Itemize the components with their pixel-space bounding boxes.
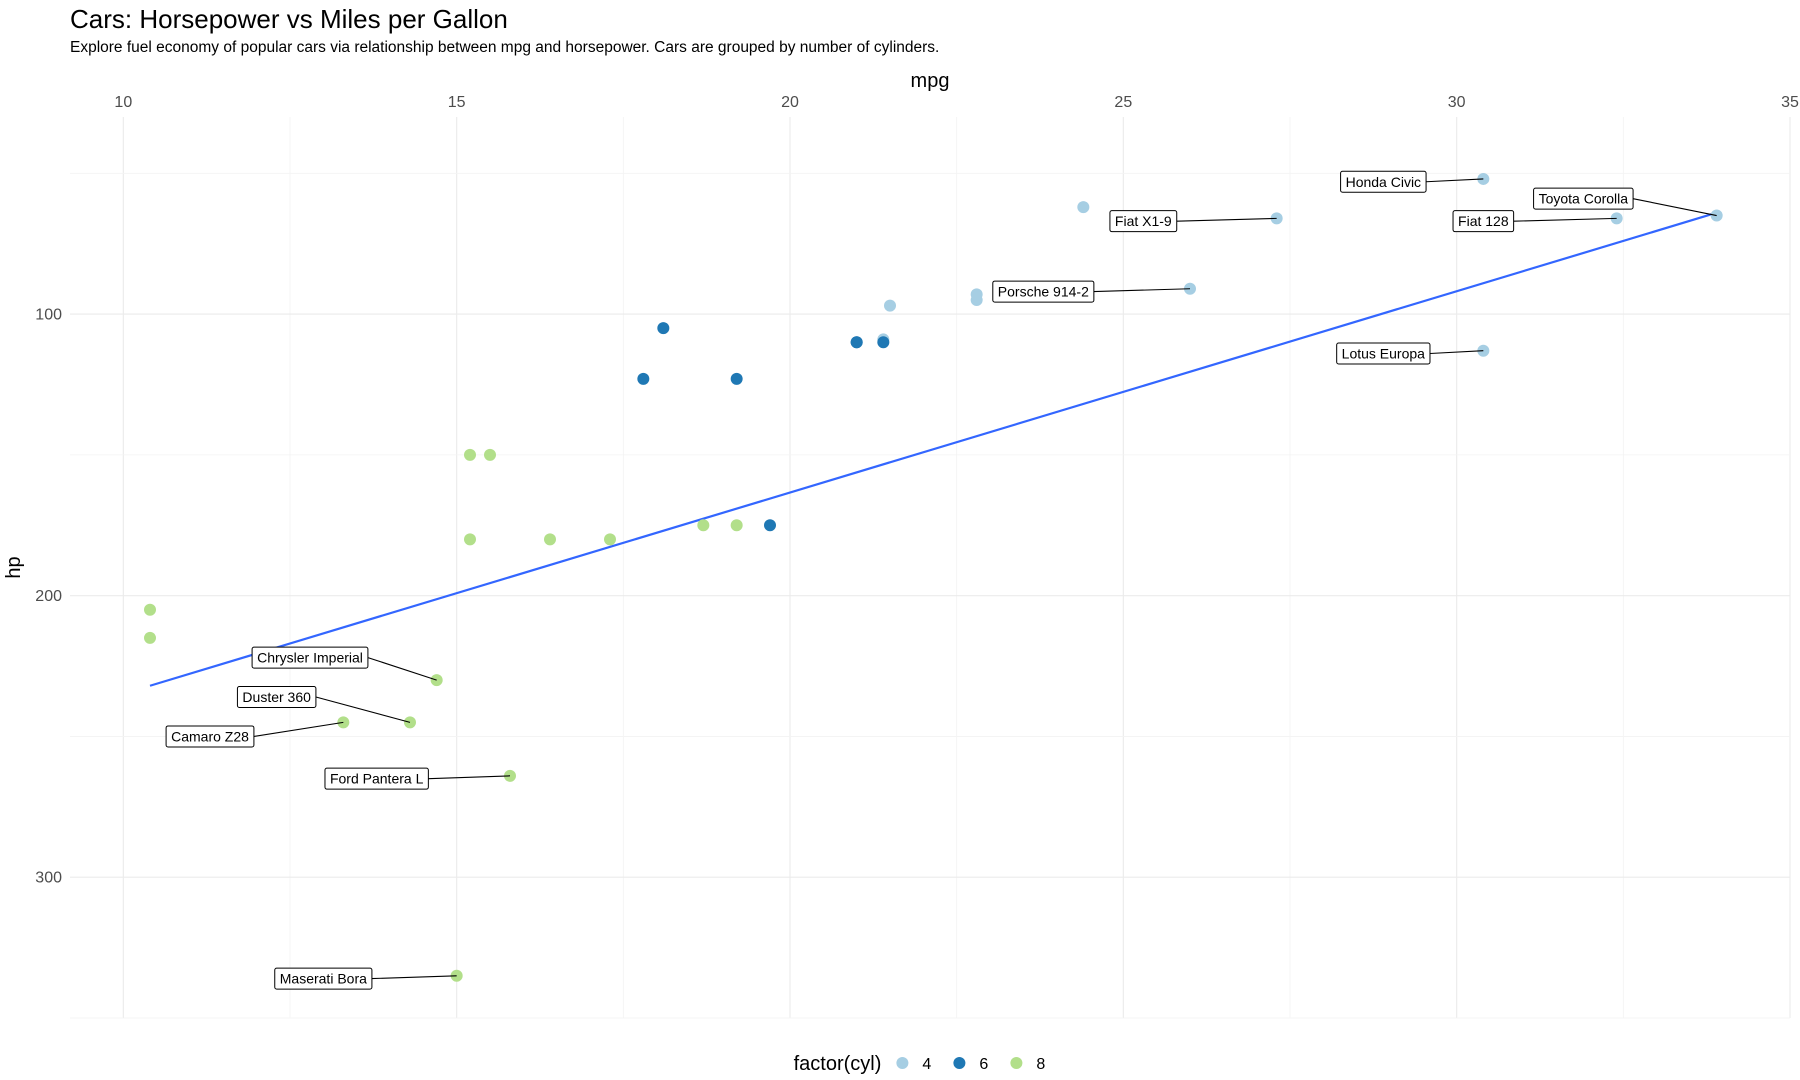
point-annotation: Camaro Z28	[165, 721, 344, 748]
annotation-leader-line	[1426, 178, 1484, 183]
data-point-cyl-6	[877, 336, 890, 349]
point-layer	[144, 172, 1723, 982]
legend: factor(cyl) 4 6 8	[794, 1053, 1046, 1075]
legend-title: factor(cyl)	[794, 1053, 882, 1075]
annotation-label: Toyota Corolla	[1539, 191, 1629, 207]
data-point-cyl-8	[604, 533, 616, 546]
annotation-leader-line	[1093, 288, 1191, 293]
chart-subtitle: Explore fuel economy of popular cars via…	[70, 39, 940, 56]
annotation-box	[1336, 342, 1431, 365]
annotation-label: Duster 360	[242, 689, 311, 705]
annotation-label: Maserati Bora	[280, 971, 367, 987]
annotation-box	[251, 646, 369, 669]
data-point-cyl-8	[464, 533, 476, 546]
annotation-box	[1533, 187, 1634, 210]
legend-label-cyl-6: 6	[979, 1056, 988, 1073]
annotation-label: Camaro Z28	[171, 728, 249, 744]
annotation-box	[1340, 170, 1427, 193]
data-point-cyl-8	[484, 448, 496, 461]
annotation-label: Lotus Europa	[1342, 346, 1425, 362]
chart-title: Cars: Horsepower vs Miles per Gallon	[70, 4, 508, 34]
point-annotation: Fiat 128	[1452, 210, 1617, 233]
x-tick-label: 10	[114, 94, 132, 111]
annotation-label: Fiat 128	[1458, 213, 1509, 229]
annotation-leader-line	[428, 775, 511, 780]
point-annotation: Fiat X1-9	[1109, 210, 1277, 233]
annotation-label: Honda Civic	[1346, 174, 1421, 190]
legend-label-cyl-4: 4	[922, 1056, 931, 1073]
trend-layer	[149, 211, 1717, 687]
point-annotation: Chrysler Imperial	[251, 646, 437, 681]
point-annotation: Toyota Corolla	[1533, 187, 1717, 217]
x-tick-label: 20	[781, 94, 799, 111]
annotation-label: Chrysler Imperial	[257, 650, 363, 666]
x-tick-label: 25	[1114, 94, 1132, 111]
x-tick-label: 15	[448, 94, 466, 111]
data-point-cyl-6	[730, 372, 743, 385]
data-point-cyl-6	[637, 372, 650, 385]
data-point-cyl-8	[544, 533, 556, 546]
legend-swatch-cyl-4	[896, 1057, 909, 1069]
legend-label-cyl-8: 8	[1036, 1056, 1045, 1073]
x-tick-label: 35	[1781, 94, 1799, 111]
annotation-leader-line	[253, 721, 344, 737]
data-point-cyl-8	[144, 603, 156, 616]
annotation-label: Porsche 914-2	[998, 284, 1089, 300]
y-axis-title: hp	[3, 556, 25, 578]
annotation-box	[165, 725, 255, 748]
legend-swatch-cyl-8	[1010, 1057, 1023, 1069]
data-point-cyl-8	[697, 519, 710, 532]
annotation-box	[274, 967, 373, 990]
annotation-label: Fiat X1-9	[1115, 213, 1172, 229]
annotation-leader-line	[1176, 217, 1277, 222]
x-tick-label: 30	[1448, 94, 1466, 111]
legend-swatch-cyl-6	[953, 1057, 966, 1069]
annotation-box	[1452, 210, 1515, 233]
data-point-cyl-6	[850, 336, 863, 349]
annotation-leader-line	[1429, 350, 1484, 355]
annotation-leader-line	[315, 696, 411, 723]
annotation-leader-line	[367, 657, 437, 681]
data-point-cyl-4	[970, 294, 983, 307]
point-annotation: Ford Pantera L	[324, 767, 511, 790]
grid-layer	[70, 117, 1791, 1019]
data-point-cyl-8	[730, 519, 743, 532]
annotation-leader-line	[1632, 198, 1717, 217]
x-axis-title: mpg	[911, 70, 950, 92]
data-point-cyl-4	[1077, 201, 1090, 214]
y-tick-label: 200	[35, 588, 62, 605]
annotation-leader-line	[1513, 217, 1617, 222]
annotation-box	[324, 767, 429, 790]
data-point-cyl-4	[884, 299, 896, 312]
data-point-cyl-8	[464, 448, 476, 461]
y-tick-label: 300	[35, 870, 62, 887]
annotation-layer: Honda Civic Toyota Corolla Fiat X1-9 Fiat 1…	[165, 170, 1717, 990]
annotation-label: Ford Pantera L	[330, 771, 424, 787]
axis-layer: mpg hp 10 15 20 25 30 35 100 200 300	[3, 70, 1799, 887]
point-annotation: Duster 360	[236, 686, 411, 723]
annotation-box	[992, 280, 1095, 303]
annotation-box	[236, 686, 317, 709]
y-tick-label: 100	[35, 307, 62, 324]
annotation-box	[1109, 210, 1178, 233]
annotation-leader-line	[371, 975, 457, 980]
data-point-cyl-6	[764, 519, 776, 532]
point-annotation: Maserati Bora	[274, 967, 457, 990]
point-annotation: Lotus Europa	[1336, 342, 1484, 365]
data-point-cyl-8	[144, 631, 156, 644]
trend-line	[149, 211, 1717, 687]
point-annotation: Porsche 914-2	[992, 280, 1191, 303]
point-annotation: Honda Civic	[1340, 170, 1484, 193]
data-point-cyl-6	[657, 322, 670, 335]
